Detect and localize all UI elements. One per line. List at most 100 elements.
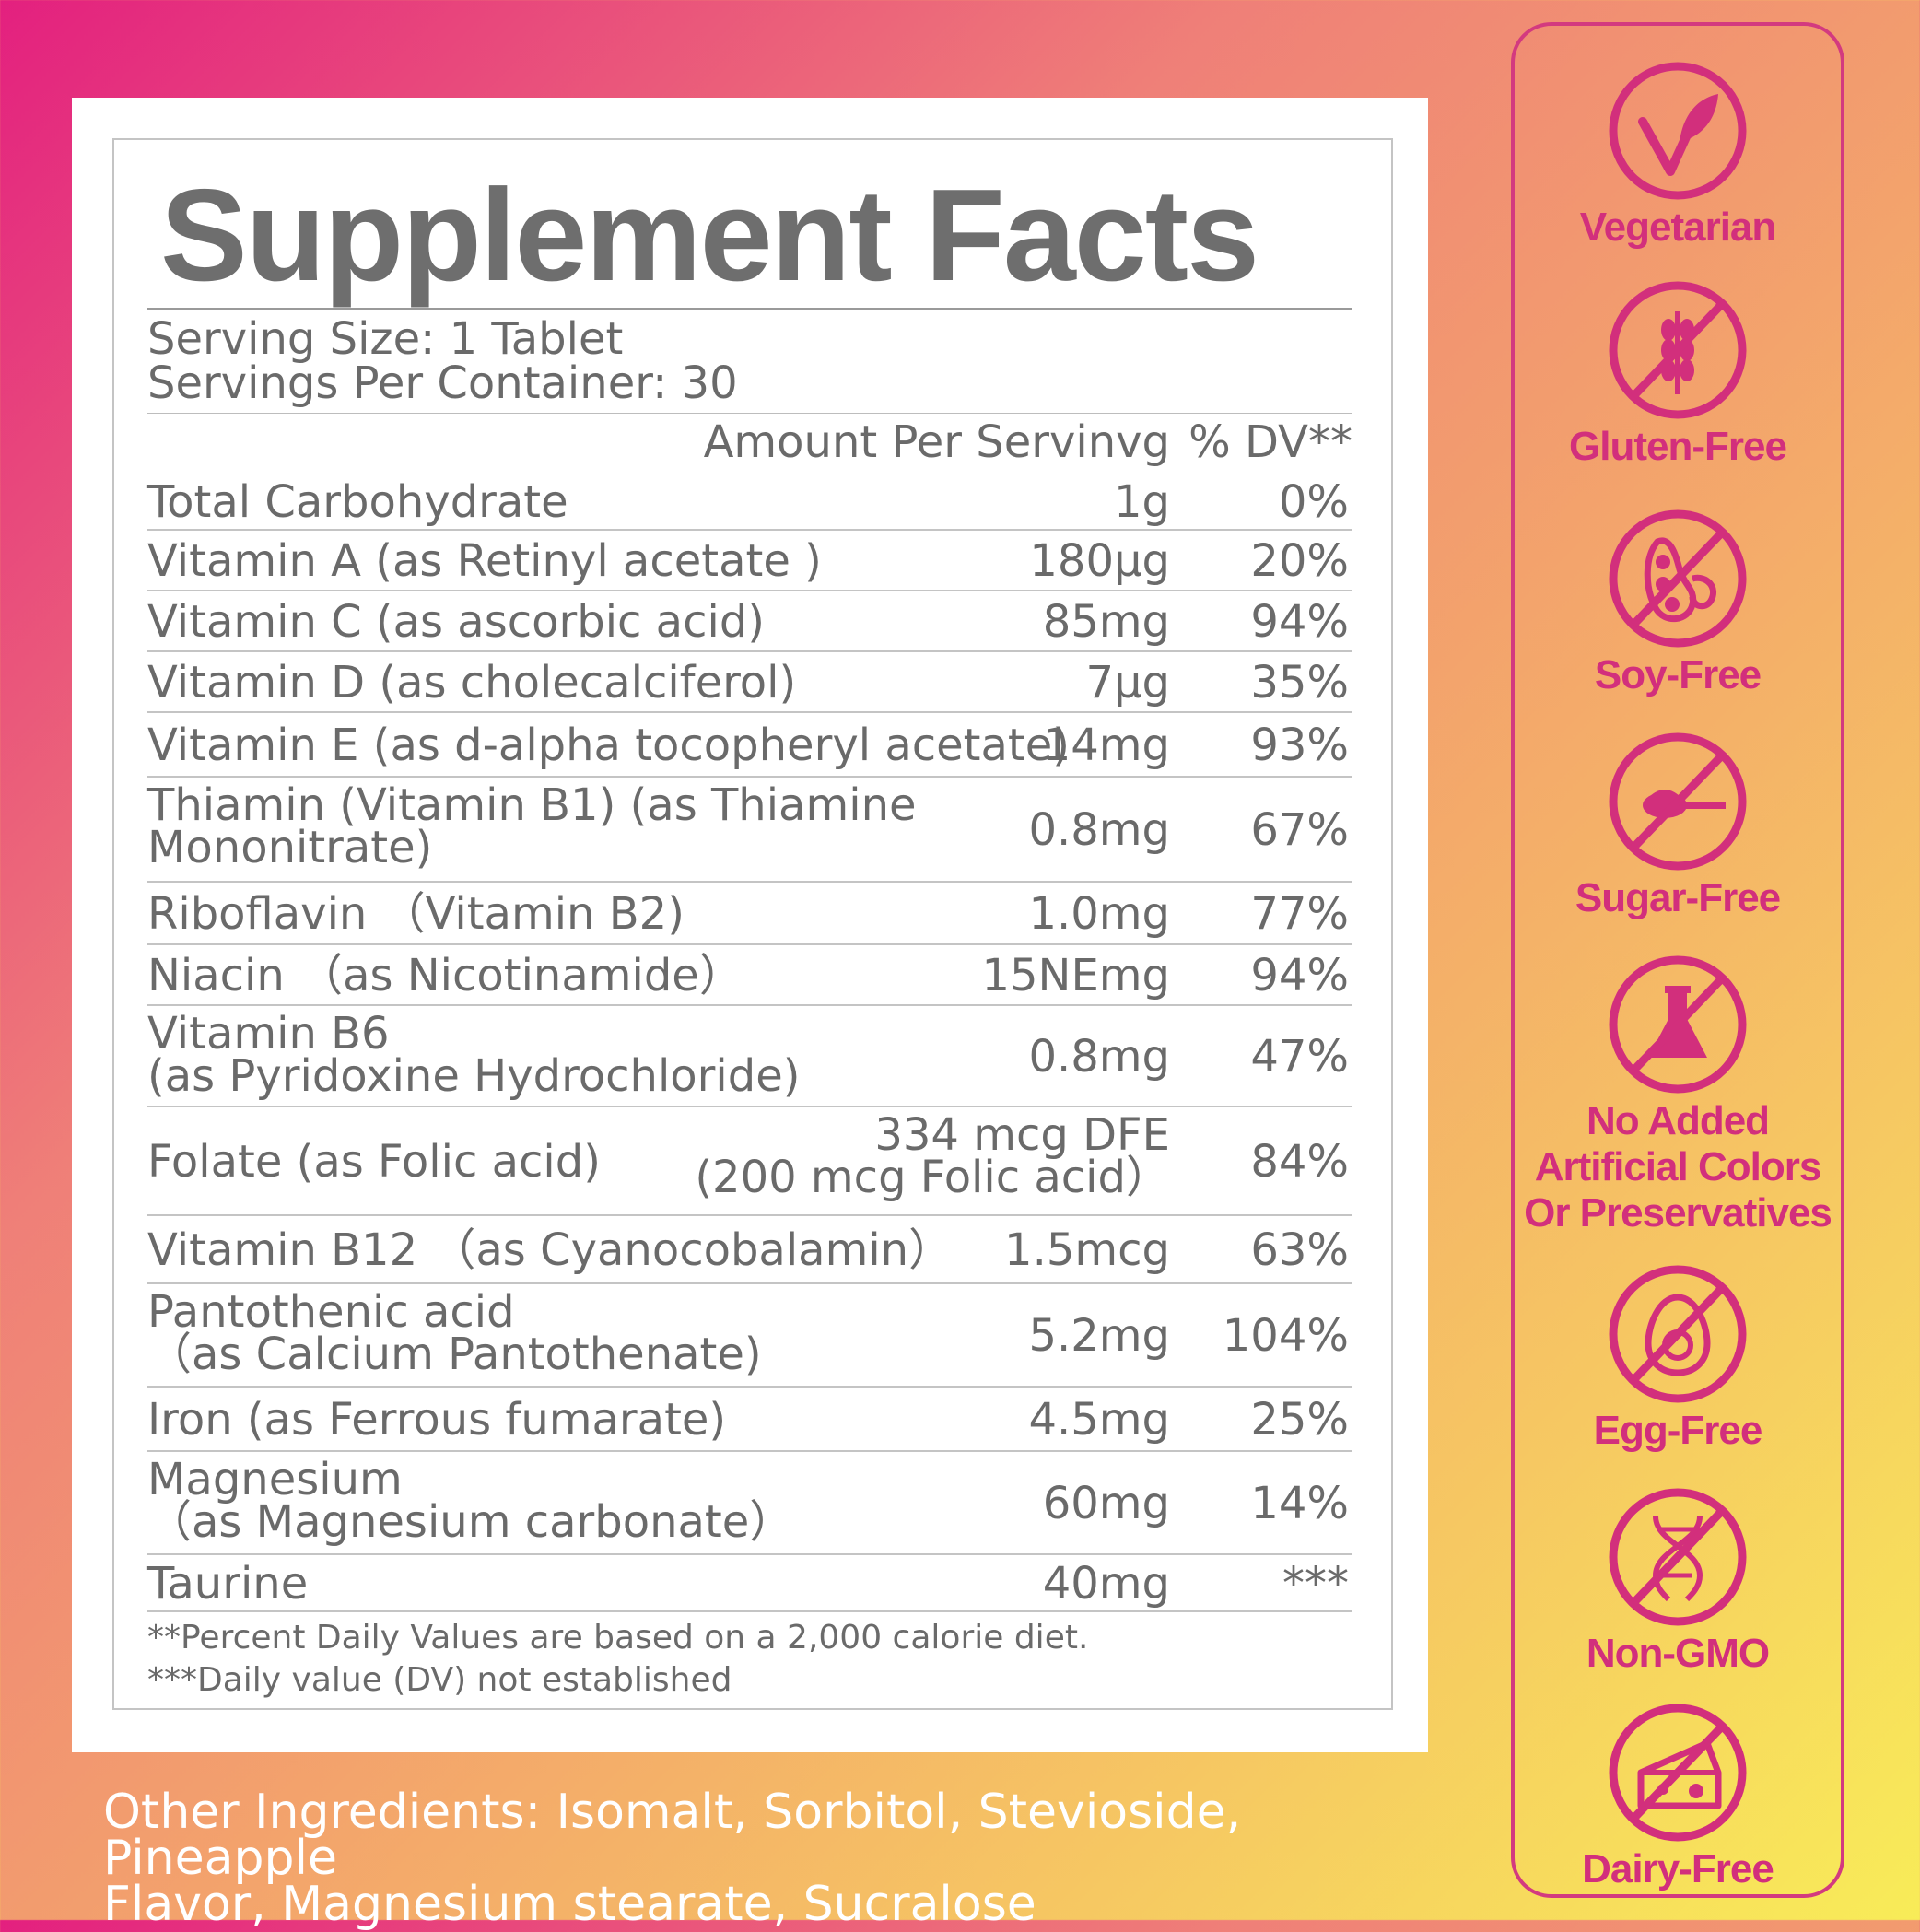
nutrient-dv: 94% — [1250, 596, 1349, 648]
nutrient-amount: 1.5mcg — [1004, 1224, 1170, 1276]
nutrient-dv: *** — [1282, 1558, 1349, 1610]
nutrient-dv: 35% — [1250, 657, 1349, 708]
row-divider — [147, 1610, 1352, 1612]
badge-vegetarian: Vegetarian — [1515, 57, 1841, 251]
nutrient-dv: 14% — [1250, 1478, 1349, 1529]
table-row: Riboflavin （Vitamin B2) 1.0mg 77% — [147, 883, 1352, 945]
nutrient-amount: 0.8mg — [1028, 804, 1170, 856]
serving-divider — [147, 413, 1352, 414]
nutrient-name: Vitamin D (as cholecalciferol) — [147, 657, 797, 708]
nutrient-amount-line2: (200 mcg Folic acid） — [695, 1152, 1170, 1203]
row-divider — [147, 881, 1352, 883]
badge-soy-free: Soy-Free — [1515, 505, 1841, 698]
badge-dairy-free: Dairy-Free — [1515, 1699, 1841, 1892]
badge-label-line3: Or Preservatives — [1524, 1190, 1832, 1235]
badge-label: Dairy-Free — [1582, 1846, 1774, 1891]
nutrient-name: Total Carbohydrate — [147, 476, 568, 528]
row-divider — [147, 711, 1352, 713]
table-row: Vitamin B12 （as Cyanocobalamin） 1.5mcg 63% — [147, 1216, 1352, 1284]
nutrient-amount: 0.8mg — [1028, 1031, 1170, 1083]
nutrient-dv: 47% — [1250, 1031, 1349, 1083]
nutrient-dv: 25% — [1250, 1394, 1349, 1446]
badge-label: Non-GMO — [1586, 1631, 1770, 1676]
nutrient-name: Magnesium — [147, 1454, 403, 1505]
badge-column: Vegetarian Gluten-Free Soy-Free — [1511, 22, 1844, 1898]
nutrient-name: Vitamin E (as d-alpha tocopheryl acetate… — [147, 720, 1070, 771]
row-divider — [147, 1553, 1352, 1555]
row-divider — [147, 529, 1352, 531]
table-row: Niacin （as Nicotinamide） 15NEmg 94% — [147, 945, 1352, 1006]
row-divider — [147, 776, 1352, 778]
badge-label-line2: Artificial Colors — [1534, 1144, 1822, 1189]
nutrient-name: Vitamin C (as ascorbic acid) — [147, 596, 766, 648]
badge-label: Vegetarian — [1579, 205, 1777, 250]
row-divider — [147, 943, 1352, 945]
badge-gluten-free: Gluten-Free — [1515, 276, 1841, 470]
nutrient-dv: 67% — [1250, 804, 1349, 856]
footnote-dv-not-established: ***Daily value (DV) not established — [147, 1661, 732, 1699]
badge-no-artificial: No Added Artificial Colors Or Preservati… — [1515, 951, 1841, 1236]
nutrient-name: Folate (as Folic acid) — [147, 1136, 601, 1188]
sugar-spoon-icon — [1609, 732, 1747, 871]
nutrient-name: Iron (as Ferrous fumarate) — [147, 1394, 727, 1446]
serving-size: Serving Size: 1 Tablet — [147, 313, 624, 365]
nutrient-amount: 1.0mg — [1028, 888, 1170, 940]
table-row: Vitamin A (as Retinyl acetate ) 180μg 20% — [147, 531, 1352, 591]
column-header-amount: Amount Per Servinvg — [703, 416, 1170, 468]
nutrient-dv: 84% — [1250, 1136, 1349, 1188]
other-ingredients-line1: Other Ingredients: Isomalt, Sorbitol, St… — [103, 1785, 1242, 1886]
title-divider — [147, 308, 1352, 310]
table-row: Thiamin (Vitamin B1) (as Thiamine Mononit… — [147, 778, 1352, 883]
nutrient-amount: 7μg — [1085, 657, 1170, 708]
table-row: Magnesium （as Magnesium carbonate） 60mg 14% — [147, 1452, 1352, 1555]
nutrient-name-line2: Mononitrate) — [147, 822, 433, 873]
table-row: Pantothenic acid （as Calcium Pantothenate… — [147, 1284, 1352, 1388]
nutrient-amount: 85mg — [1042, 596, 1170, 648]
nutrient-amount: 1g — [1113, 476, 1170, 528]
soybean-icon — [1609, 509, 1747, 648]
nutrient-amount: 60mg — [1042, 1478, 1170, 1529]
row-divider — [147, 650, 1352, 652]
nutrient-amount: 15NEmg — [981, 950, 1170, 1001]
nutrient-dv: 63% — [1250, 1224, 1349, 1276]
table-row: Total Carbohydrate 1g 0% — [147, 474, 1352, 531]
nutrient-name: Pantothenic acid — [147, 1286, 515, 1338]
table-row: Vitamin B6 (as Pyridoxine Hydrochloride)… — [147, 1006, 1352, 1107]
table-row: Iron (as Ferrous fumarate) 4.5mg 25% — [147, 1388, 1352, 1452]
column-header-dv: % DV** — [1188, 416, 1352, 468]
nutrient-name: Vitamin B12 （as Cyanocobalamin） — [147, 1224, 954, 1276]
egg-icon — [1609, 1265, 1747, 1403]
flask-icon — [1609, 955, 1747, 1094]
table-row: Vitamin E (as d-alpha tocopheryl acetate… — [147, 713, 1352, 778]
nutrient-name-line2: (as Pyridoxine Hydrochloride) — [147, 1050, 801, 1102]
table-row: Vitamin D (as cholecalciferol) 7μg 35% — [147, 652, 1352, 713]
wheat-icon — [1609, 281, 1747, 419]
cheese-icon — [1609, 1704, 1747, 1842]
other-ingredients: Other Ingredients: Isomalt, Sorbitol, St… — [103, 1785, 1411, 1928]
nutrient-name: Taurine — [147, 1558, 309, 1610]
servings-per-container: Servings Per Container: 30 — [147, 357, 738, 409]
row-divider — [147, 1004, 1352, 1006]
dna-icon — [1609, 1488, 1747, 1626]
row-divider — [147, 1214, 1352, 1216]
row-divider — [147, 1282, 1352, 1284]
row-divider — [147, 590, 1352, 591]
facts-frame: Supplement Facts Serving Size: 1 Tablet … — [112, 138, 1393, 1710]
nutrient-dv: 0% — [1278, 476, 1349, 528]
nutrient-name: Vitamin A (as Retinyl acetate ) — [147, 535, 822, 587]
supplement-facts-panel: Supplement Facts Serving Size: 1 Tablet … — [72, 98, 1428, 1752]
nutrient-amount: 14mg — [1042, 720, 1170, 771]
table-row: Taurine 40mg *** — [147, 1555, 1352, 1612]
row-divider — [147, 1106, 1352, 1107]
nutrient-dv: 94% — [1250, 950, 1349, 1001]
nutrient-name-line2: （as Magnesium carbonate） — [147, 1496, 794, 1548]
badge-label: Gluten-Free — [1569, 424, 1787, 469]
badge-label: No Added — [1586, 1098, 1770, 1143]
nutrient-name: Niacin （as Nicotinamide） — [147, 950, 743, 1001]
nutrient-dv: 93% — [1250, 720, 1349, 771]
footnote-percent-dv: **Percent Daily Values are based on a 2,… — [147, 1619, 1089, 1657]
nutrient-amount: 180μg — [1029, 535, 1170, 587]
badge-non-gmo: Non-GMO — [1515, 1483, 1841, 1677]
nutrient-name: Riboflavin （Vitamin B2) — [147, 888, 685, 940]
table-row: Folate (as Folic acid) 334 mcg DFE (200 mc… — [147, 1107, 1352, 1216]
